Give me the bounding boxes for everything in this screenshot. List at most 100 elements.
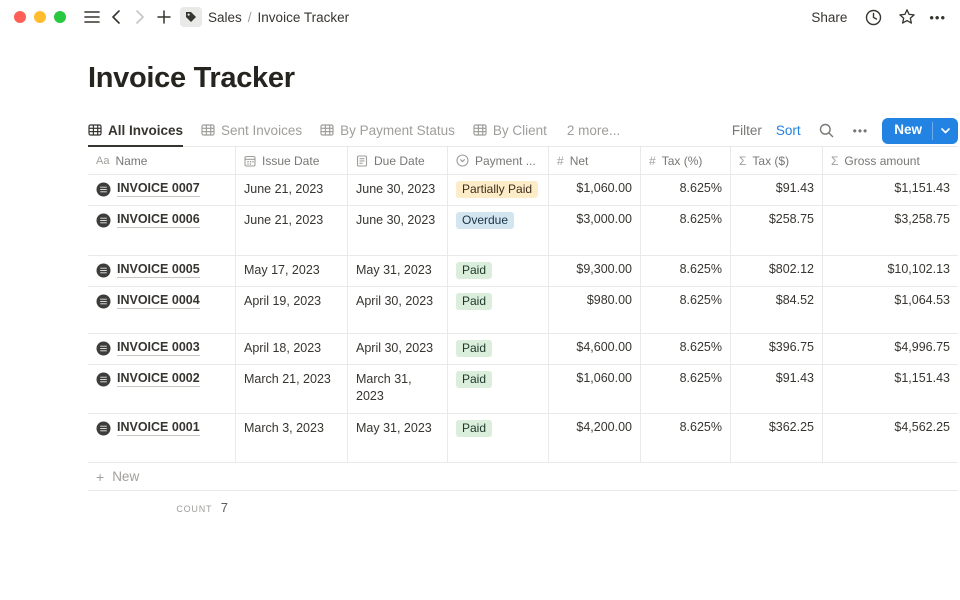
gross-amount-cell[interactable]: $4,996.75 (894, 340, 950, 354)
gross-amount-cell[interactable]: $10,102.13 (887, 262, 950, 276)
chevron-down-icon[interactable] (933, 118, 958, 144)
tax-dollars-cell[interactable]: $258.75 (731, 206, 823, 255)
share-button[interactable]: Share (811, 9, 848, 25)
due-date-cell[interactable]: June 30, 2023 (348, 206, 448, 255)
count-aggregate[interactable]: COUNT 7 (88, 499, 236, 517)
add-row-button[interactable]: + New (88, 463, 958, 491)
net-cell[interactable]: $980.00 (549, 287, 641, 333)
payment-status-cell[interactable]: Paid (448, 334, 549, 364)
tax-percent-cell[interactable]: 8.625% (641, 206, 731, 255)
status-badge[interactable]: Paid (456, 420, 493, 437)
column-header-payment-status[interactable]: Payment ... (448, 147, 549, 174)
column-header-net[interactable]: # Net (549, 147, 641, 174)
due-date-cell[interactable]: June 30, 2023 (348, 175, 448, 205)
search-icon[interactable] (815, 119, 839, 143)
invoice-name-cell[interactable]: INVOICE 0003 (88, 334, 236, 364)
new-page-icon[interactable] (152, 5, 176, 29)
due-date-cell[interactable]: April 30, 2023 (348, 334, 448, 364)
issue-date-cell[interactable]: June 21, 2023 (236, 206, 348, 255)
more-views-button[interactable]: 2 more... (566, 123, 621, 138)
menu-icon[interactable] (80, 5, 104, 29)
issue-date-cell[interactable]: March 21, 2023 (236, 365, 348, 413)
tab-sent-invoices[interactable]: Sent Invoices (201, 116, 302, 147)
invoice-name-cell[interactable]: INVOICE 0001 (88, 414, 236, 462)
column-header-due-date[interactable]: Due Date (348, 147, 448, 174)
tax-dollars-cell[interactable]: $91.43 (731, 175, 823, 205)
tax-percent-cell[interactable]: 8.625% (641, 287, 731, 333)
invoice-name-cell[interactable]: INVOICE 0002 (88, 365, 236, 413)
column-header-gross-amount[interactable]: Σ Gross amount (823, 147, 958, 174)
net-cell[interactable]: $3,000.00 (549, 206, 641, 255)
minimize-window-button[interactable] (34, 11, 46, 23)
due-date-cell[interactable]: May 31, 2023 (348, 256, 448, 286)
payment-status-cell[interactable]: Paid (448, 287, 549, 333)
breadcrumb-parent[interactable]: Sales (208, 9, 242, 25)
sort-button[interactable]: Sort (775, 123, 801, 138)
page-title[interactable]: Invoice Tracker (88, 62, 295, 94)
net-cell[interactable]: $1,060.00 (549, 175, 641, 205)
invoice-name-cell[interactable]: INVOICE 0005 (88, 256, 236, 286)
status-badge[interactable]: Paid (456, 262, 493, 279)
tax-dollars-cell[interactable]: $91.43 (731, 365, 823, 413)
star-icon[interactable] (895, 5, 919, 29)
filter-button[interactable]: Filter (731, 123, 762, 138)
zoom-window-button[interactable] (54, 11, 66, 23)
tab-label: By Client (492, 122, 547, 138)
clock-icon[interactable] (861, 5, 885, 29)
status-badge[interactable]: Paid (456, 340, 493, 357)
issue-date-cell[interactable]: June 21, 2023 (236, 175, 348, 205)
tax-dollars-cell[interactable]: $396.75 (731, 334, 823, 364)
view-options-icon[interactable]: ••• (852, 123, 869, 138)
net-cell[interactable]: $4,600.00 (549, 334, 641, 364)
tab-by-payment-status[interactable]: By Payment Status (320, 116, 455, 147)
tax-percent-cell[interactable]: 8.625% (641, 256, 731, 286)
gross-amount-cell[interactable]: $3,258.75 (894, 212, 950, 226)
payment-status-cell[interactable]: Paid (448, 365, 549, 413)
payment-status-cell[interactable]: Paid (448, 256, 549, 286)
due-date-cell[interactable]: March 31, 2023 (348, 365, 448, 413)
status-badge[interactable]: Partially Paid (456, 181, 539, 198)
gross-amount-cell[interactable]: $1,151.43 (894, 371, 950, 385)
gross-amount-cell[interactable]: $1,064.53 (894, 293, 950, 307)
due-date-cell[interactable]: May 31, 2023 (348, 414, 448, 462)
payment-status-cell[interactable]: Paid (448, 414, 549, 462)
forward-icon[interactable] (128, 5, 152, 29)
tax-percent-cell[interactable]: 8.625% (641, 414, 731, 462)
close-window-button[interactable] (14, 11, 26, 23)
net-cell[interactable]: $9,300.00 (549, 256, 641, 286)
net-cell[interactable]: $1,060.00 (549, 365, 641, 413)
more-icon[interactable]: ••• (929, 9, 946, 25)
issue-date-cell[interactable]: May 17, 2023 (236, 256, 348, 286)
tax-percent-cell[interactable]: 8.625% (641, 365, 731, 413)
back-icon[interactable] (104, 5, 128, 29)
tax-percent-cell[interactable]: 8.625% (641, 334, 731, 364)
invoice-name-cell[interactable]: INVOICE 0004 (88, 287, 236, 333)
status-badge[interactable]: Overdue (456, 212, 515, 229)
gross-amount-cell[interactable]: $1,151.43 (894, 181, 950, 195)
payment-status-cell[interactable]: Overdue (448, 206, 549, 255)
tab-by-client[interactable]: By Client (473, 116, 547, 147)
payment-status-cell[interactable]: Partially Paid (448, 175, 549, 205)
issue-date-cell[interactable]: April 18, 2023 (236, 334, 348, 364)
page-icon-chip[interactable] (180, 7, 202, 27)
column-header-tax-dollars[interactable]: Σ Tax ($) (731, 147, 823, 174)
issue-date-cell[interactable]: April 19, 2023 (236, 287, 348, 333)
net-cell[interactable]: $4,200.00 (549, 414, 641, 462)
due-date-cell[interactable]: April 30, 2023 (348, 287, 448, 333)
issue-date-cell[interactable]: March 3, 2023 (236, 414, 348, 462)
column-header-tax-percent[interactable]: # Tax (%) (641, 147, 731, 174)
tab-all-invoices[interactable]: All Invoices (88, 116, 184, 147)
tax-dollars-cell[interactable]: $362.25 (731, 414, 823, 462)
new-button[interactable]: New (882, 117, 958, 144)
breadcrumb-current[interactable]: Invoice Tracker (257, 9, 350, 25)
tax-percent-cell[interactable]: 8.625% (641, 175, 731, 205)
gross-amount-cell[interactable]: $4,562.25 (894, 420, 950, 434)
column-header-issue-date[interactable]: Issue Date (236, 147, 348, 174)
invoice-name-cell[interactable]: INVOICE 0007 (88, 175, 236, 205)
tax-dollars-cell[interactable]: $802.12 (731, 256, 823, 286)
status-badge[interactable]: Paid (456, 371, 493, 388)
tax-dollars-cell[interactable]: $84.52 (731, 287, 823, 333)
invoice-name-cell[interactable]: INVOICE 0006 (88, 206, 236, 255)
column-header-name[interactable]: Aa Name (88, 147, 236, 174)
status-badge[interactable]: Paid (456, 293, 493, 310)
